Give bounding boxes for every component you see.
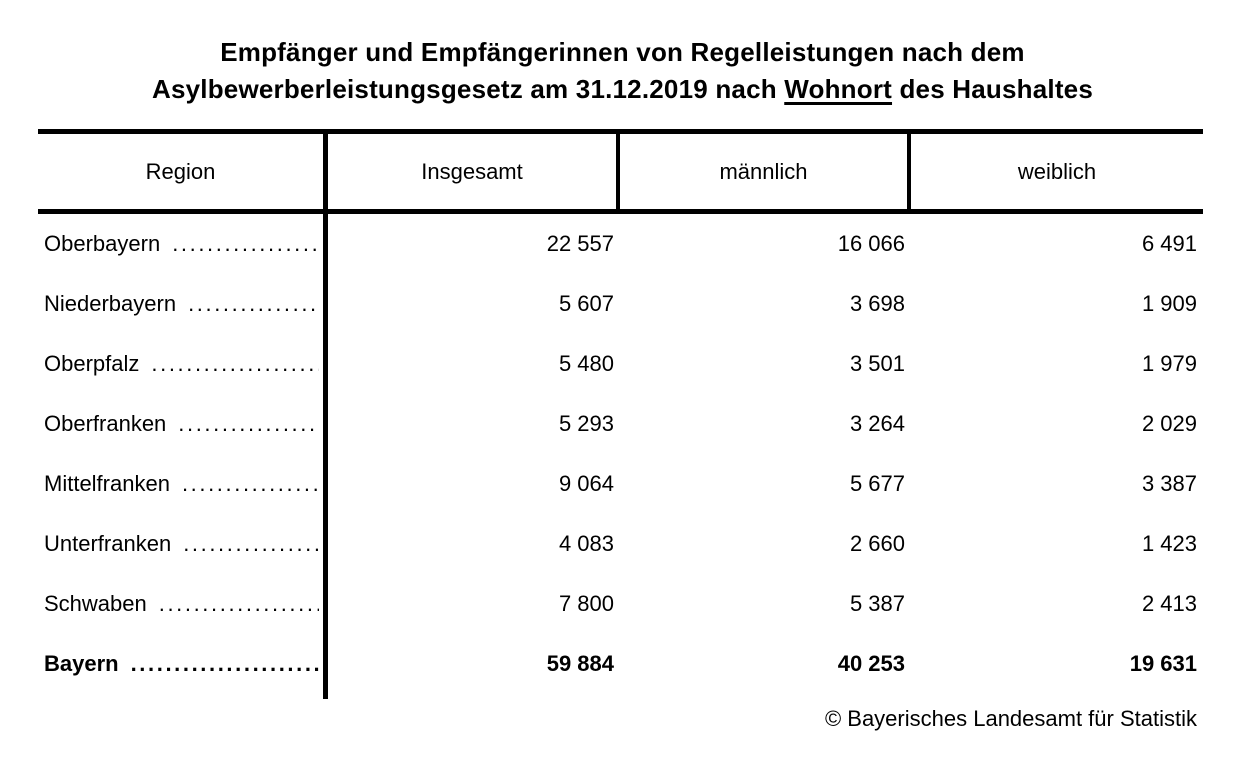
title-line-1: Empfänger und Empfängerinnen von Regelle…	[220, 37, 1025, 67]
table-row-oberfranken: Oberfranken ............................…	[38, 394, 1203, 454]
region-label: Oberbayern	[44, 231, 161, 256]
leader-dots: ........................................…	[130, 651, 319, 676]
female-value: 1 979	[1141, 351, 1197, 376]
region-cell: Unterfranken ...........................…	[38, 514, 328, 574]
total-value: 4 083	[558, 531, 614, 556]
region-cell: Bayern .................................…	[38, 634, 328, 694]
region-label: Unterfranken	[44, 531, 172, 556]
column-header-total: Insgesamt	[328, 134, 620, 209]
table-header-row: Region Insgesamt männlich weiblich	[38, 129, 1203, 214]
table-row-oberpfalz: Oberpfalz ..............................…	[38, 334, 1203, 394]
female-value: 1 909	[1141, 291, 1197, 316]
female-value: 19 631	[1129, 651, 1197, 676]
region-cell: Mittelfranken ..........................…	[38, 454, 328, 514]
title-line-2-after: des Haushaltes	[892, 74, 1094, 104]
page-title: Empfänger und Empfängerinnen von Regelle…	[0, 34, 1245, 108]
total-value: 9 064	[558, 471, 614, 496]
leader-dots: ........................................…	[181, 471, 319, 496]
region-cell: Niederbayern ...........................…	[38, 274, 328, 334]
male-value: 16 066	[837, 231, 905, 256]
male-value: 40 253	[837, 651, 905, 676]
male-value: 5 387	[849, 591, 905, 616]
region-label: Bayern	[44, 651, 119, 676]
table-row-bayern-total: Bayern .................................…	[38, 634, 1203, 694]
region-label: Oberfranken	[44, 411, 167, 436]
statistics-table: Region Insgesamt männlich weiblich Oberb…	[38, 129, 1203, 699]
total-value: 22 557	[546, 231, 614, 256]
male-value: 3 698	[849, 291, 905, 316]
female-value: 3 387	[1141, 471, 1197, 496]
leader-dots: ........................................…	[172, 231, 319, 256]
female-value: 2 413	[1141, 591, 1197, 616]
leader-dots: ........................................…	[151, 351, 319, 376]
region-cell: Oberpfalz ..............................…	[38, 334, 328, 394]
region-label: Schwaben	[44, 591, 147, 616]
table-row-mittelfranken: Mittelfranken ..........................…	[38, 454, 1203, 514]
male-value: 3 264	[849, 411, 905, 436]
leader-dots: ........................................…	[183, 531, 319, 556]
region-label: Oberpfalz	[44, 351, 140, 376]
table-row-unterfranken: Unterfranken ...........................…	[38, 514, 1203, 574]
column-header-male: männlich	[620, 134, 911, 209]
region-label: Niederbayern	[44, 291, 177, 316]
region-cell: Oberbayern .............................…	[38, 214, 328, 274]
region-cell: Schwaben ...............................…	[38, 574, 328, 634]
female-value: 1 423	[1141, 531, 1197, 556]
column-header-female: weiblich	[1017, 158, 1097, 184]
female-value: 2 029	[1141, 411, 1197, 436]
column-header-region: Region	[38, 134, 328, 209]
leader-dots: ........................................…	[188, 291, 319, 316]
region-label: Mittelfranken	[44, 471, 170, 496]
leader-dots: ........................................…	[178, 411, 319, 436]
total-value: 5 293	[558, 411, 614, 436]
title-underlined-word: Wohnort	[784, 74, 893, 104]
total-value: 5 607	[558, 291, 614, 316]
male-value: 2 660	[849, 531, 905, 556]
male-value: 3 501	[849, 351, 905, 376]
table-row-oberbayern: Oberbayern .............................…	[38, 214, 1203, 274]
title-line-2-before: Asylbewerberleistungsgesetz am 31.12.201…	[151, 74, 785, 104]
table-row-schwaben: Schwaben ...............................…	[38, 574, 1203, 634]
title-line-2: Asylbewerberleistungsgesetz am 31.12.201…	[0, 71, 1245, 108]
male-value: 5 677	[849, 471, 905, 496]
female-value: 6 491	[1141, 231, 1197, 256]
table-row-niederbayern: Niederbayern ...........................…	[38, 274, 1203, 334]
document-page: Empfänger und Empfängerinnen von Regelle…	[0, 34, 1245, 764]
total-value: 5 480	[558, 351, 614, 376]
vertical-rule-extension	[38, 694, 328, 699]
leader-dots: ........................................…	[158, 591, 319, 616]
region-cell: Oberfranken ............................…	[38, 394, 328, 454]
total-value: 59 884	[546, 651, 614, 676]
total-value: 7 800	[558, 591, 614, 616]
copyright-notice: © Bayerisches Landesamt für Statistik	[824, 706, 1197, 731]
